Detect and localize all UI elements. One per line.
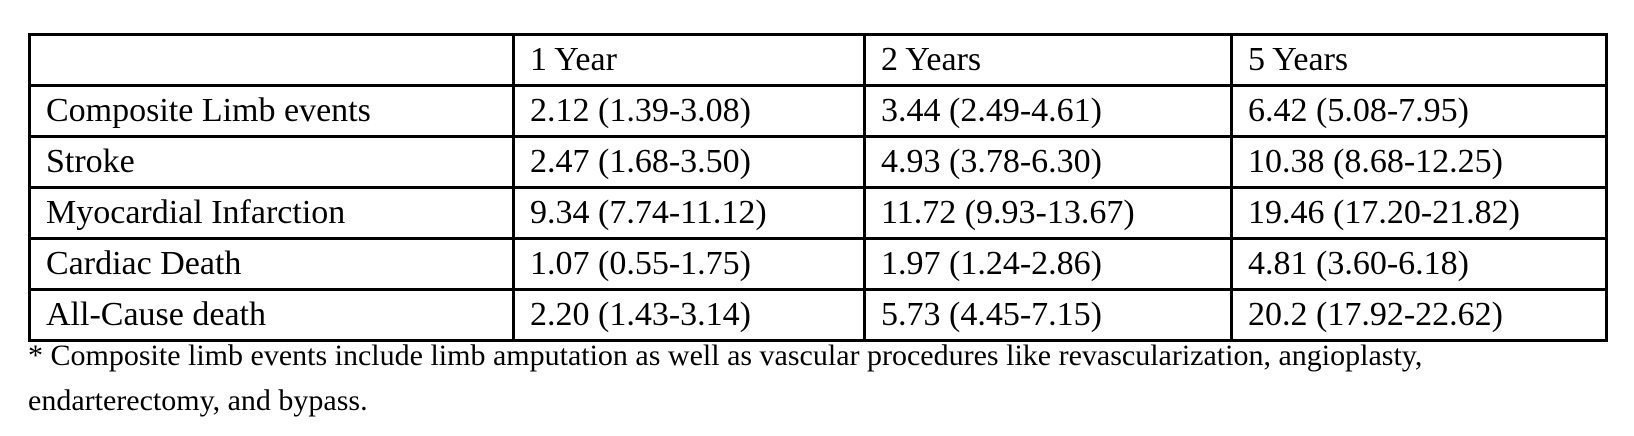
row-label: Cardiac Death — [28, 237, 515, 291]
value-cell: 20.2 (17.92-22.62) — [1230, 288, 1608, 342]
value-cell: 1.97 (1.24-2.86) — [863, 237, 1233, 291]
table-body: Composite Limb events 2.12 (1.39-3.08) 3.4… — [28, 84, 1608, 342]
column-header-1-year: 1 Year — [512, 33, 866, 87]
footnote-line: endarterectomy, and bypass. — [28, 384, 368, 417]
value-cell: 19.46 (17.20-21.82) — [1230, 186, 1608, 240]
row-label: Stroke — [28, 135, 515, 189]
column-header-5-years: 5 Years — [1230, 33, 1608, 87]
footnote-line: * Composite limb events include limb amp… — [28, 339, 1423, 372]
table-row: Cardiac Death 1.07 (0.55-1.75) 1.97 (1.24-… — [28, 237, 1608, 291]
value-cell: 3.44 (2.49-4.61) — [863, 84, 1233, 138]
table-row: Stroke 2.47 (1.68-3.50) 4.93 (3.78-6.30) 10… — [28, 135, 1608, 189]
table-header-row: 1 Year 2 Years 5 Years — [28, 33, 1608, 87]
column-header-empty — [28, 33, 515, 87]
value-cell: 4.93 (3.78-6.30) — [863, 135, 1233, 189]
outcomes-table: 1 Year 2 Years 5 Years Composite Limb ev… — [28, 33, 1608, 342]
row-label: Composite Limb events — [28, 84, 515, 138]
row-label: Myocardial Infarction — [28, 186, 515, 240]
value-cell: 6.42 (5.08-7.95) — [1230, 84, 1608, 138]
row-label: All-Cause death — [28, 288, 515, 342]
table-row: Composite Limb events 2.12 (1.39-3.08) 3.4… — [28, 84, 1608, 138]
value-cell: 2.20 (1.43-3.14) — [512, 288, 866, 342]
value-cell: 1.07 (0.55-1.75) — [512, 237, 866, 291]
value-cell: 2.47 (1.68-3.50) — [512, 135, 866, 189]
column-header-2-years: 2 Years — [863, 33, 1233, 87]
table-row: Myocardial Infarction 9.34 (7.74-11.12) 11… — [28, 186, 1608, 240]
footnote: * Composite limb events include limb amp… — [28, 333, 1422, 423]
value-cell: 4.81 (3.60-6.18) — [1230, 237, 1608, 291]
table-row: All-Cause death 2.20 (1.43-3.14) 5.73 (4.4… — [28, 288, 1608, 342]
value-cell: 11.72 (9.93-13.67) — [863, 186, 1233, 240]
value-cell: 2.12 (1.39-3.08) — [512, 84, 866, 138]
value-cell: 10.38 (8.68-12.25) — [1230, 135, 1608, 189]
value-cell: 9.34 (7.74-11.12) — [512, 186, 866, 240]
value-cell: 5.73 (4.45-7.15) — [863, 288, 1233, 342]
